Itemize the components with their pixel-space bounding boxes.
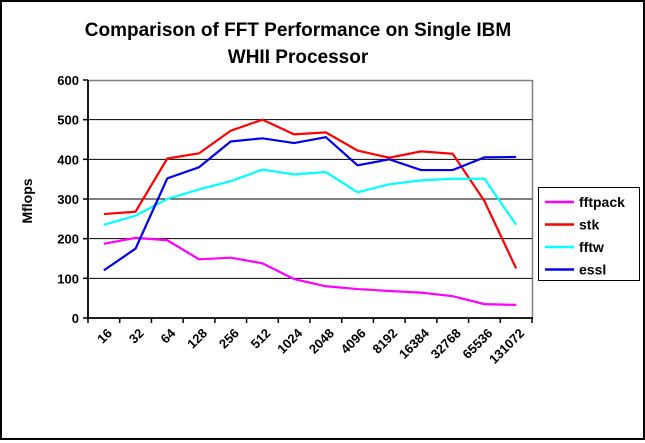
y-axis-label: Mflops xyxy=(19,178,35,223)
series-line-stk xyxy=(103,118,518,269)
x-tick-label: 2048 xyxy=(306,326,337,357)
y-tick-label: 400 xyxy=(57,152,79,167)
chart-svg: Comparison of FFT Performance on Single … xyxy=(19,20,640,367)
series-line-fftw xyxy=(103,168,518,226)
series-line-fftpack xyxy=(103,236,517,307)
legend-item-label: essl xyxy=(579,262,606,278)
x-tick-label: 131072 xyxy=(486,326,527,367)
x-tick-label: 4096 xyxy=(338,326,369,357)
gridlines-group xyxy=(88,79,534,318)
series-group xyxy=(103,118,518,307)
legend-group: fftpack stk fftw essl xyxy=(538,187,640,281)
x-tick-label: 32768 xyxy=(428,326,464,362)
chart-title-line1: Comparison of FFT Performance on Single … xyxy=(85,20,511,41)
y-tick-label: 200 xyxy=(57,232,79,247)
series-line-essl xyxy=(103,135,517,272)
x-tick-label: 256 xyxy=(216,326,242,352)
x-tick-label: 32 xyxy=(126,326,147,347)
y-tick-label: 500 xyxy=(57,113,79,128)
x-tick-label: 1024 xyxy=(274,325,306,357)
x-tick-label: 512 xyxy=(248,326,274,352)
chart-title-line2: WHII Processor xyxy=(228,47,369,68)
legend-item-label: fftw xyxy=(579,239,604,255)
x-tick-label: 128 xyxy=(184,326,210,352)
y-tick-label: 100 xyxy=(57,271,79,286)
axes-group: 0 100 200 300 400 500 600 16 32 64 128 256 512 1024 20… xyxy=(57,73,533,367)
y-tick-label: 0 xyxy=(72,311,79,326)
y-tick-label: 300 xyxy=(57,192,79,207)
x-tick-label: 64 xyxy=(158,325,179,346)
y-tick-label: 600 xyxy=(57,73,79,88)
x-tick-label: 16384 xyxy=(396,325,433,362)
legend-item-label: stk xyxy=(579,217,599,233)
x-tick-label: 16 xyxy=(94,326,115,347)
legend-item-label: fftpack xyxy=(579,194,625,210)
